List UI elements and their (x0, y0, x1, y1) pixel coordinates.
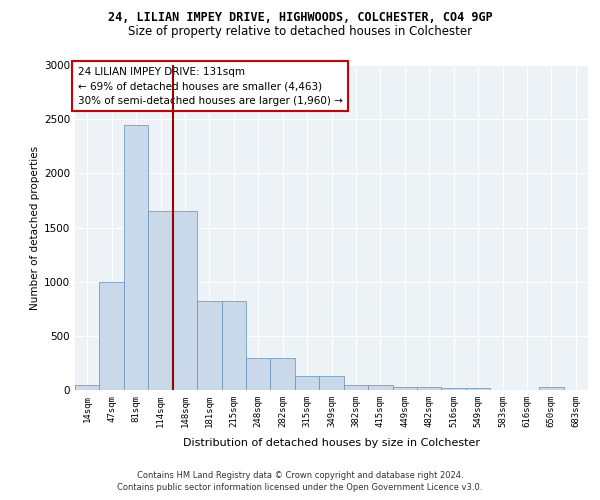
Bar (466, 388, 490, 390)
Bar (246, 358, 271, 390)
Bar (295, 376, 319, 390)
Text: Contains HM Land Registry data © Crown copyright and database right 2024.
Contai: Contains HM Land Registry data © Crown c… (118, 471, 482, 492)
Bar (197, 301, 221, 390)
Bar (271, 358, 295, 390)
Text: 24 LILIAN IMPEY DRIVE: 131sqm
← 69% of detached houses are smaller (4,463)
30% o: 24 LILIAN IMPEY DRIVE: 131sqm ← 69% of d… (77, 66, 343, 106)
Bar (539, 388, 563, 390)
Bar (221, 301, 246, 390)
Bar (173, 211, 197, 390)
Bar (319, 376, 344, 390)
Bar (100, 282, 124, 390)
Bar (417, 387, 442, 390)
Bar (124, 124, 148, 390)
Bar (442, 388, 466, 390)
Bar (344, 385, 368, 390)
Bar (368, 385, 392, 390)
Bar (75, 384, 100, 390)
Y-axis label: Number of detached properties: Number of detached properties (30, 146, 40, 310)
Text: Size of property relative to detached houses in Colchester: Size of property relative to detached ho… (128, 25, 472, 38)
Bar (148, 211, 173, 390)
X-axis label: Distribution of detached houses by size in Colchester: Distribution of detached houses by size … (183, 438, 480, 448)
Text: 24, LILIAN IMPEY DRIVE, HIGHWOODS, COLCHESTER, CO4 9GP: 24, LILIAN IMPEY DRIVE, HIGHWOODS, COLCH… (107, 11, 493, 24)
Bar (392, 387, 417, 390)
